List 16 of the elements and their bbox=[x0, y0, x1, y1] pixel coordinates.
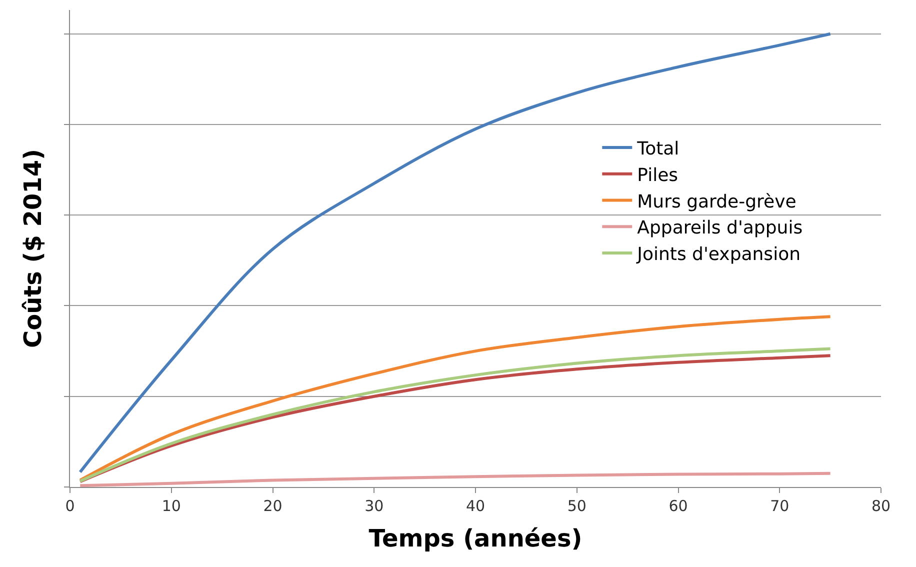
x-tick-label: 0 bbox=[65, 497, 75, 515]
x-tick-label: 40 bbox=[466, 497, 486, 515]
y-axis-title: Coûts ($ 2014) bbox=[19, 148, 48, 348]
x-tick-label: 80 bbox=[871, 497, 891, 515]
x-tick-label: 20 bbox=[263, 497, 282, 515]
legend-label: Piles bbox=[637, 164, 678, 186]
legend-label: Murs garde-grève bbox=[637, 191, 796, 212]
x-tick-label: 70 bbox=[770, 497, 790, 515]
x-tick-label: 60 bbox=[668, 497, 688, 515]
legend-label: Appareils d'appuis bbox=[637, 218, 803, 239]
x-axis-title: Temps (années) bbox=[368, 524, 582, 552]
legend-label: Joints d'expansion bbox=[636, 244, 800, 266]
x-tick-label: 10 bbox=[162, 497, 181, 515]
legend-label: Total bbox=[636, 138, 680, 160]
x-tick-label: 30 bbox=[364, 497, 384, 515]
x-tick-label: 50 bbox=[567, 497, 586, 515]
